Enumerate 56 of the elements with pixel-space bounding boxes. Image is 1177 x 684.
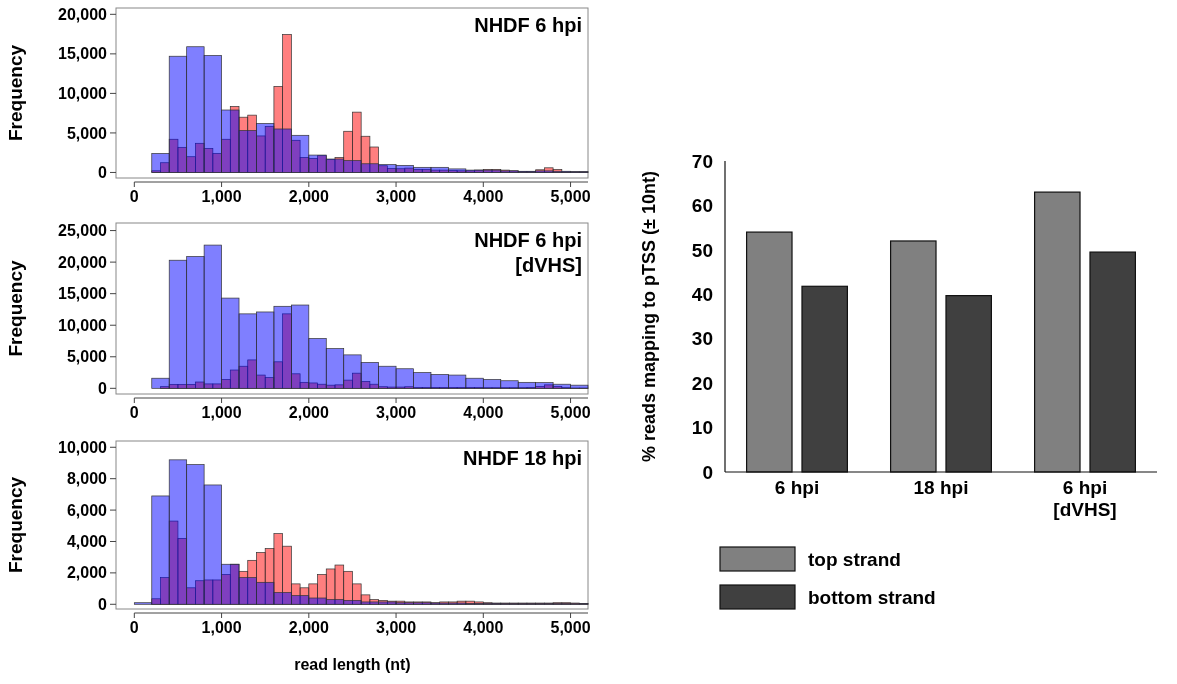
y-tick-label: 20 bbox=[691, 372, 713, 394]
y-tick-label: 0 bbox=[98, 595, 108, 613]
x-tick-label: 6 hpi bbox=[774, 477, 820, 498]
y-tick-label: 25,000 bbox=[58, 222, 108, 240]
chart-title: NHDF 6 hpi bbox=[474, 14, 582, 36]
x-tick-label: 1,000 bbox=[201, 404, 242, 421]
y-tick-label: 30 bbox=[691, 328, 713, 350]
y-tick-label: 20,000 bbox=[58, 253, 108, 271]
y-tick-label: 15,000 bbox=[58, 45, 108, 63]
x-tick-label: 6 hpi [dVHS] bbox=[1053, 477, 1117, 520]
x-tick-label: 0 bbox=[129, 619, 139, 636]
y-tick-label: 0 bbox=[98, 164, 108, 182]
y-tick-label: 50 bbox=[691, 239, 713, 261]
x-tick-label: 1,000 bbox=[201, 619, 242, 636]
y-tick-label: 20,000 bbox=[58, 5, 108, 23]
x-tick-label: 3,000 bbox=[376, 404, 417, 421]
x-tick-label: 0 bbox=[129, 404, 139, 421]
x-tick-label: 5,000 bbox=[550, 404, 591, 421]
y-tick-label: 6,000 bbox=[66, 501, 108, 519]
y-axis-title: % reads mapping to pTSS (± 10nt) bbox=[639, 171, 659, 462]
x-tick-label: 2,000 bbox=[288, 188, 329, 205]
y-tick-label: 5,000 bbox=[66, 348, 108, 366]
y-tick-label: 70 bbox=[691, 150, 713, 172]
x-tick-label: 5,000 bbox=[550, 188, 591, 205]
x-tick-label: 3,000 bbox=[376, 619, 417, 636]
y-tick-label: 0 bbox=[98, 379, 108, 397]
x-tick-label: 4,000 bbox=[463, 188, 504, 205]
x-tick-label: 18 hpi bbox=[913, 477, 969, 498]
x-tick-label: 3,000 bbox=[376, 188, 417, 205]
y-tick-label: 10,000 bbox=[58, 316, 108, 334]
x-tick-label: 2,000 bbox=[288, 404, 329, 421]
x-tick-label: 2,000 bbox=[288, 619, 329, 636]
legend-label: bottom strand bbox=[808, 586, 936, 608]
legend-label: top strand bbox=[808, 548, 901, 570]
y-tick-label: 5,000 bbox=[66, 124, 108, 142]
y-axis-title: Frequency bbox=[5, 260, 26, 357]
y-axis-title: Frequency bbox=[5, 44, 26, 142]
x-tick-label: 1,000 bbox=[201, 188, 242, 205]
y-tick-label: 10 bbox=[691, 417, 713, 439]
x-axis-title: read length (nt) bbox=[294, 656, 411, 673]
x-tick-label: 4,000 bbox=[463, 404, 504, 421]
y-tick-label: 10,000 bbox=[58, 85, 108, 102]
text: NHDF 6 hpi [dVHS] bbox=[474, 229, 582, 276]
x-tick-label: 4,000 bbox=[463, 619, 504, 636]
y-tick-label: 40 bbox=[691, 283, 713, 305]
y-axis-title: Frequency bbox=[5, 476, 26, 574]
y-tick-label: 0 bbox=[702, 461, 713, 483]
y-tick-label: 10,000 bbox=[58, 438, 108, 456]
y-tick-label: 8,000 bbox=[66, 470, 108, 488]
x-tick-label: 5,000 bbox=[550, 619, 591, 636]
y-tick-label: 2,000 bbox=[66, 564, 108, 582]
x-tick-label: 0 bbox=[129, 188, 139, 205]
y-tick-label: 15,000 bbox=[58, 285, 108, 303]
chart-title: NHDF 18 hpi bbox=[463, 447, 582, 469]
y-tick-label: 60 bbox=[691, 195, 713, 217]
y-tick-label: 4,000 bbox=[66, 533, 108, 551]
